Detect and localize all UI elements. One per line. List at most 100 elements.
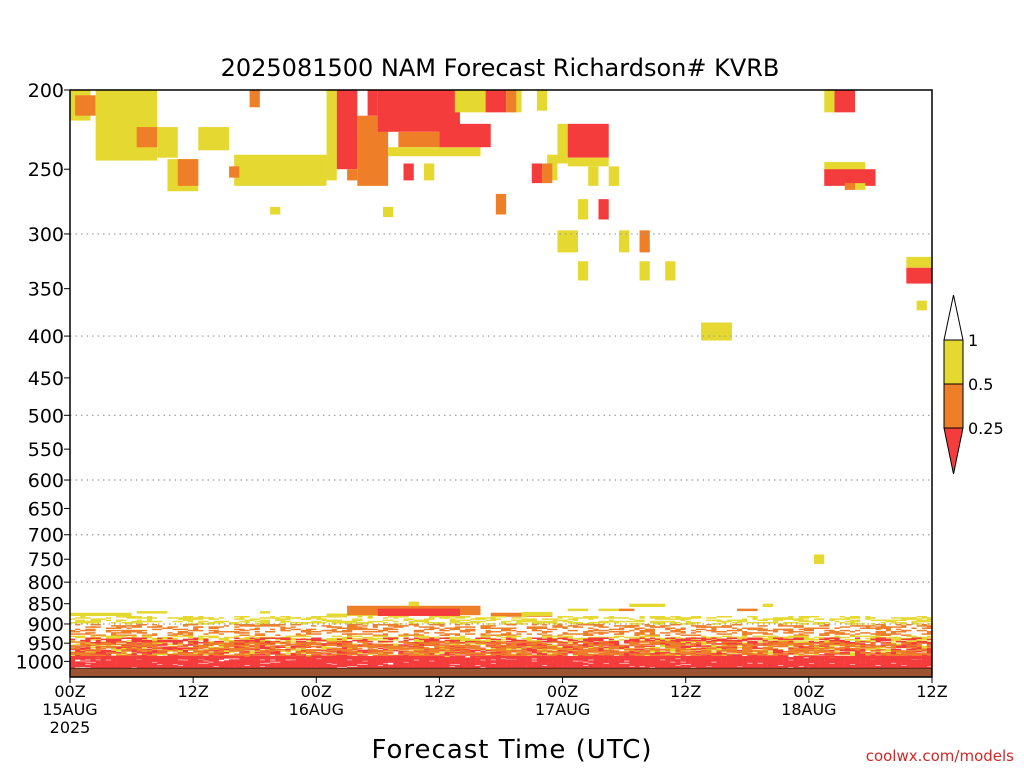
ri-cell-yellow [752,617,758,619]
ri-cell-red [100,649,112,652]
ri-cell-red [583,644,589,646]
ri-cell-red [634,648,645,651]
ri-cell-orange [475,645,481,648]
ri-cell-orange [280,627,291,630]
ri-cell-yellow [316,617,322,619]
ri-cell-yellow [193,618,204,620]
ri-cell-yellow [583,623,589,625]
ri-cell-orange [757,625,768,627]
ri-cell-yellow [485,623,496,625]
ri-cell-orange [860,646,866,649]
ri-cell-red [300,661,307,663]
ri-cell-orange [577,653,589,655]
ri-cell-yellow [855,644,866,647]
ri-cell-yellow [572,621,584,624]
ri-cell-orange [172,650,178,652]
ri-cell-yellow [906,640,917,642]
ri-cell-orange [501,627,507,630]
ri-cell-orange [131,626,137,628]
ri-cell-red [890,648,902,651]
ri-cell-yellow [326,639,332,641]
ri-cell-orange [136,630,142,633]
ri-cell-orange [890,632,897,634]
ri-cell-orange [649,633,655,635]
ri-cell-red [357,658,363,660]
ri-cell-red [808,640,814,643]
ri-cell-orange [516,654,522,657]
ri-cell-red [711,653,717,655]
ri-cell-red [398,656,409,658]
ri-cell-red [347,662,353,664]
ri-cell-red [793,638,804,641]
ri-cell-orange [239,629,250,632]
ri-cell-red [177,663,183,665]
ri-cell-red [157,657,163,659]
ri-cell-red [326,661,332,663]
ri-cell-yellow [921,620,932,623]
ri-cell-red [593,638,599,641]
ri-cell-red [218,658,224,660]
ri-cell-red [855,650,861,653]
ri-cell-red [408,662,414,664]
ri-cell-yellow [326,615,337,618]
ri-cell-red [690,637,696,640]
ri-cell-orange [531,628,537,631]
ri-cell-yellow [762,652,773,654]
ri-cell-red [131,640,137,643]
ri-cell-orange [485,629,491,632]
ri-cell-yellow [593,615,599,618]
ri-cell-yellow [634,637,640,640]
ri-cell-red [203,663,209,665]
ri-cell-yellow [798,617,804,619]
ri-cell-red [341,662,348,664]
ri-cell-red [824,169,876,186]
ri-cell-yellow [885,636,891,639]
ri-cell-yellow [105,637,112,640]
ri-cell-orange [885,634,891,636]
ri-cell-orange [685,649,691,651]
ri-cell-orange [598,633,604,635]
ri-cell-yellow [393,643,399,646]
ri-cell-orange [665,634,671,636]
ri-cell-yellow [193,623,199,625]
ri-cell-orange [465,626,476,628]
ri-cell-orange [921,633,932,635]
ri-cell-yellow [413,619,419,622]
ri-cell-yellow [706,617,712,619]
ri-cell-red [321,649,327,652]
ri-cell-yellow [454,90,486,113]
ri-cell-yellow [362,621,373,624]
ri-cell-red [203,659,214,661]
ri-cell-red [177,662,183,664]
ri-cell-orange [855,625,866,627]
ri-cell-orange [424,632,430,634]
ri-cell-orange [885,628,891,631]
ri-cell-orange [788,643,799,646]
ri-cell-yellow [593,621,604,624]
ri-cell-red [326,658,337,660]
ri-cell-red [598,199,609,220]
ri-cell-red [295,640,307,643]
ri-cell-orange [588,650,599,652]
ri-cell-yellow [506,635,512,638]
ri-cell-red [264,642,271,644]
ri-cell-orange [95,650,101,652]
ri-cell-orange [162,627,173,630]
ri-cell-red [829,637,840,640]
ri-cell-orange [470,652,481,654]
ri-cell-red [285,638,291,641]
ri-cell-orange [131,630,137,633]
ri-cell-yellow [116,653,122,655]
ri-cell-orange [331,641,342,643]
ri-cell-orange [619,654,625,657]
ri-cell-orange [665,654,671,657]
ri-cell-orange [506,634,512,636]
ri-cell-yellow [300,647,307,650]
ri-cell-orange [701,650,707,652]
ri-cell-orange [660,653,666,655]
ri-cell-orange [562,647,568,650]
ri-cell-yellow [95,618,101,620]
ri-cell-orange [639,629,650,632]
ri-cell-orange [249,628,260,631]
ri-cell-yellow [188,640,199,642]
